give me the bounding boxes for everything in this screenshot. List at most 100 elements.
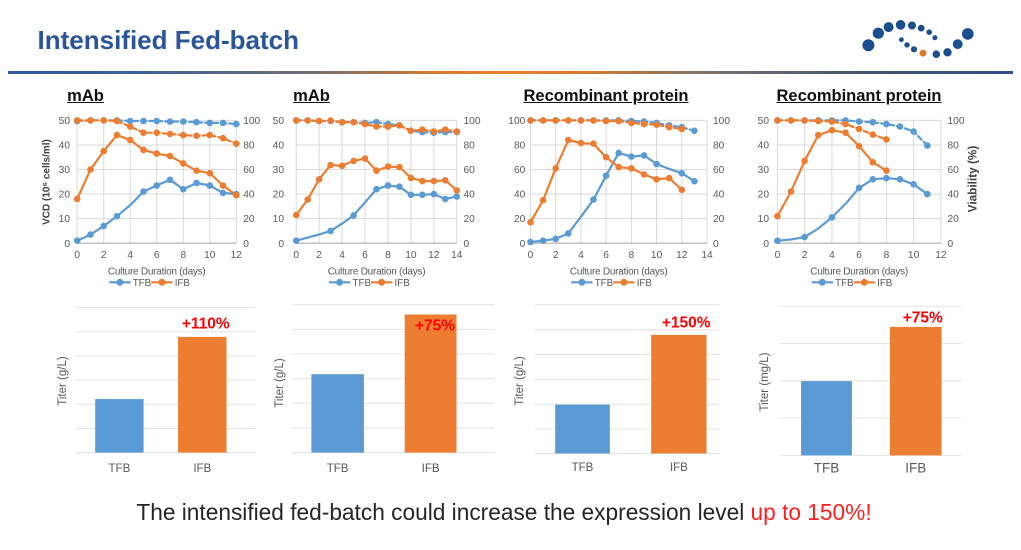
svg-text:14: 14 [701, 250, 713, 261]
svg-text:TFB: TFB [353, 278, 372, 289]
svg-text:TFB: TFB [814, 461, 840, 476]
svg-text:TFB: TFB [327, 463, 349, 475]
svg-text:8: 8 [629, 250, 635, 261]
svg-text:IFB: IFB [877, 278, 893, 289]
svg-text:40: 40 [948, 190, 960, 201]
svg-text:100: 100 [464, 116, 481, 127]
svg-text:60: 60 [514, 165, 526, 176]
svg-text:Culture Duration (days): Culture Duration (days) [328, 267, 426, 278]
svg-text:20: 20 [758, 190, 770, 201]
svg-text:30: 30 [758, 165, 770, 176]
svg-text:10: 10 [651, 250, 663, 261]
svg-text:0: 0 [293, 250, 299, 261]
svg-text:4: 4 [578, 250, 584, 261]
svg-text:10: 10 [908, 250, 920, 261]
svg-text:Culture Duration (days): Culture Duration (days) [108, 267, 206, 278]
svg-text:Culture Duration (days): Culture Duration (days) [570, 267, 668, 278]
svg-text:+75%: +75% [903, 309, 943, 326]
svg-text:100: 100 [948, 116, 965, 127]
svg-text:Viability (%): Viability (%) [966, 146, 980, 213]
svg-text:20: 20 [514, 214, 526, 225]
svg-text:10: 10 [405, 250, 417, 261]
svg-text:Titer (mg/L): Titer (mg/L) [759, 352, 771, 411]
svg-text:0: 0 [948, 239, 954, 250]
svg-text:12: 12 [676, 250, 688, 261]
svg-text:0: 0 [775, 250, 781, 261]
svg-text:TFB: TFB [109, 463, 131, 475]
svg-text:50: 50 [59, 116, 71, 127]
svg-text:100: 100 [713, 116, 730, 127]
svg-text:20: 20 [59, 190, 71, 201]
svg-text:Titer (g/L): Titer (g/L) [57, 356, 69, 406]
svg-text:12: 12 [935, 250, 947, 261]
svg-text:0: 0 [64, 239, 70, 250]
svg-text:0: 0 [763, 239, 769, 250]
svg-text:Titer (g/L): Titer (g/L) [514, 356, 526, 406]
svg-text:80: 80 [464, 141, 476, 152]
svg-text:+150%: +150% [662, 315, 711, 332]
svg-text:60: 60 [464, 165, 476, 176]
svg-text:6: 6 [603, 250, 609, 261]
svg-text:0: 0 [713, 239, 719, 250]
svg-text:0: 0 [464, 239, 470, 250]
svg-text:IFB: IFB [637, 278, 653, 289]
svg-text:TFB: TFB [595, 278, 614, 289]
svg-text:12: 12 [231, 250, 243, 261]
svg-text:IFB: IFB [670, 462, 688, 474]
svg-text:6: 6 [362, 250, 368, 261]
svg-text:IFB: IFB [175, 278, 191, 289]
svg-text:2: 2 [316, 250, 322, 261]
svg-text:10: 10 [273, 214, 285, 225]
svg-text:8: 8 [884, 250, 890, 261]
svg-text:0: 0 [243, 239, 249, 250]
svg-text:80: 80 [713, 141, 725, 152]
svg-text:4: 4 [127, 250, 133, 261]
svg-text:20: 20 [948, 214, 960, 225]
svg-text:0: 0 [520, 239, 526, 250]
svg-text:IFB: IFB [395, 278, 411, 289]
svg-text:30: 30 [273, 165, 285, 176]
svg-text:IFB: IFB [905, 461, 926, 476]
svg-text:8: 8 [385, 250, 391, 261]
svg-text:80: 80 [243, 141, 255, 152]
svg-text:20: 20 [464, 214, 476, 225]
svg-text:10: 10 [758, 214, 770, 225]
svg-text:0: 0 [74, 250, 80, 261]
svg-text:80: 80 [514, 141, 526, 152]
svg-text:2: 2 [101, 250, 107, 261]
svg-text:2: 2 [553, 250, 559, 261]
svg-text:10: 10 [204, 250, 216, 261]
svg-text:4: 4 [339, 250, 345, 261]
svg-text:50: 50 [273, 116, 285, 127]
svg-text:60: 60 [243, 165, 255, 176]
svg-text:12: 12 [428, 250, 440, 261]
svg-text:60: 60 [948, 165, 960, 176]
svg-text:40: 40 [243, 190, 255, 201]
svg-text:TFB: TFB [133, 278, 152, 289]
svg-text:4: 4 [829, 250, 835, 261]
svg-text:80: 80 [948, 141, 960, 152]
svg-text:14: 14 [451, 250, 463, 261]
svg-text:40: 40 [464, 190, 476, 201]
svg-text:50: 50 [758, 116, 770, 127]
svg-text:0: 0 [278, 239, 284, 250]
svg-text:60: 60 [713, 165, 725, 176]
svg-text:VCD (10⁶ cells/ml): VCD (10⁶ cells/ml) [42, 139, 53, 225]
svg-text:40: 40 [59, 141, 71, 152]
svg-text:100: 100 [508, 116, 525, 127]
svg-text:Culture Duration (days): Culture Duration (days) [810, 267, 908, 278]
svg-text:20: 20 [273, 190, 285, 201]
svg-text:TFB: TFB [835, 278, 854, 289]
svg-text:+110%: +110% [182, 316, 230, 333]
svg-text:10: 10 [59, 214, 71, 225]
svg-text:Titer (g/L): Titer (g/L) [274, 358, 286, 408]
svg-text:6: 6 [856, 250, 862, 261]
svg-text:2: 2 [802, 250, 808, 261]
svg-text:TFB: TFB [572, 462, 594, 474]
svg-text:6: 6 [154, 250, 160, 261]
svg-text:0: 0 [528, 250, 534, 261]
svg-text:+75%: +75% [415, 318, 455, 335]
svg-text:40: 40 [514, 190, 526, 201]
svg-text:40: 40 [273, 141, 285, 152]
svg-text:100: 100 [243, 116, 260, 127]
